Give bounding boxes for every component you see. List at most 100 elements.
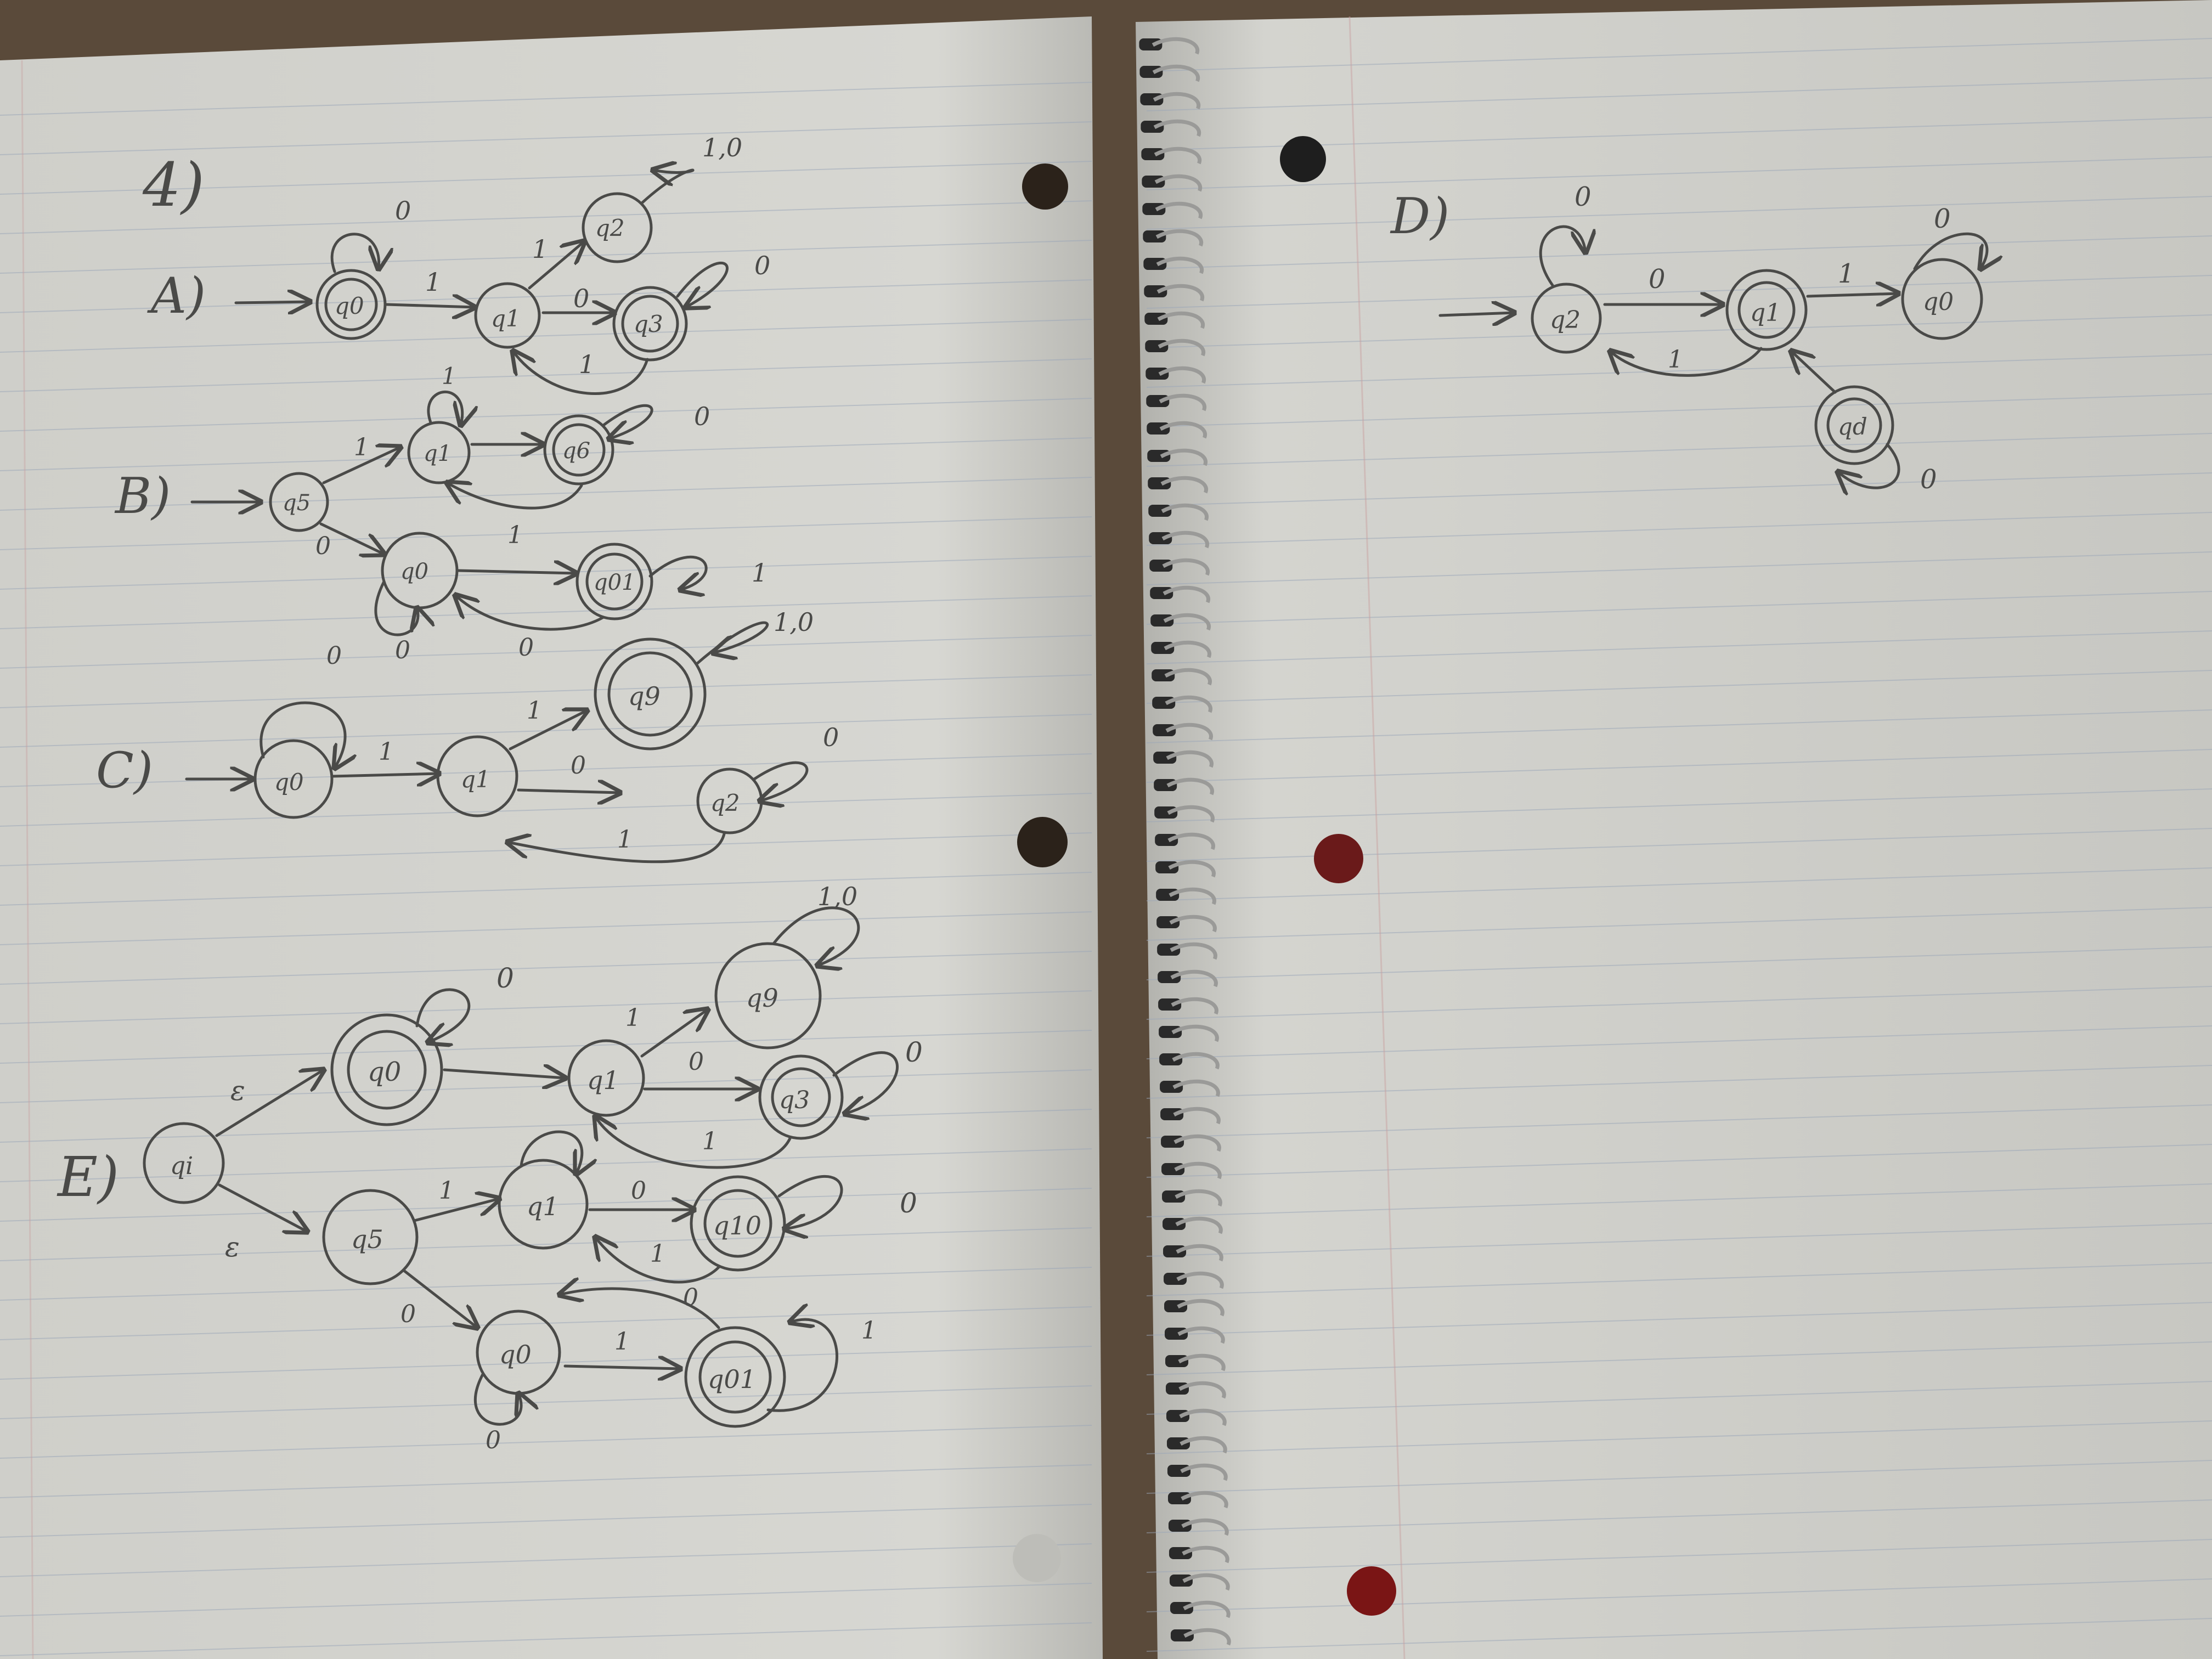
edge-q01-q0 [455,595,605,631]
label-q2-loop: 1,0 [702,133,742,162]
rule-line [1146,472,2212,506]
rule-line [1146,314,2212,348]
rule-line [1146,1539,2212,1573]
rule-line [0,1346,1092,1380]
diagram-e: E) qi ε ε q0 0 q1 1 q9 1,0 0 q3 [57,882,923,1454]
rule-line [0,872,1092,906]
right-page-rule-lines [1146,38,2212,1652]
spiral-coil [1165,723,1213,741]
spiral-coil [1159,421,1207,439]
label-q0-q01: 1 [614,1328,630,1356]
rule-line [1146,1223,2212,1257]
edge-q3-q1 [513,351,649,395]
diagram-b: B) q5 1 q1 q6 0 1 0 q0 0 1 [114,363,768,664]
spiral-coil [1182,1545,1229,1564]
state-q0-inner [324,278,378,331]
rule-line [1146,1460,2212,1494]
punch-hole [1017,817,1068,867]
state-q0 [315,269,387,340]
label-q1-q3: 0 [689,1048,704,1076]
spiral-coil [1171,1024,1219,1042]
loop-q9 [772,906,860,966]
label-q1-q2: 0 [571,752,586,780]
label-q2-q1: 1 [617,826,633,854]
state-q01-name: q01 [708,1364,756,1394]
loop-q2 [1539,225,1585,287]
rule-line [0,1622,1092,1656]
right-page [1136,0,2212,1659]
diagram-a-label: A) [147,267,206,325]
diagram-a: A) q0 0 1 q1 1 q2 1,0 0 q3 0 1 [147,133,770,395]
edge-qd-q1 [1791,351,1837,394]
spiral-coil [1172,1052,1220,1070]
spiral-coil [1179,1408,1227,1426]
label-q1-top: 1 [442,363,456,390]
rule-line [1146,1262,2212,1296]
label-q01-q0: 0 [683,1284,698,1312]
rule-line [1146,156,2212,190]
label-q01-loop: 1 [861,1317,877,1345]
label-q0-q1: 1 [425,267,441,297]
spiral-coil [1160,448,1208,466]
label-q2-q1: 0 [1649,264,1666,295]
rule-line [1146,1025,2212,1059]
edge-q10-q1 [595,1237,720,1284]
edge-q0-q1-top [443,1070,565,1078]
state-q0-name: q0 [1923,288,1954,316]
loop-q9 [695,621,769,665]
spiral-coil [1176,1271,1224,1289]
edge-q0-q01 [456,571,576,573]
rule-line [1146,986,2212,1020]
rule-line [0,990,1092,1024]
label-q1-q3: 0 [573,284,589,313]
label-qi-q0: ε [230,1075,245,1107]
rule-line [1146,1302,2212,1336]
rule-line [0,398,1092,432]
state-q1-mid-name: q1 [527,1192,559,1221]
state-q0 [253,739,334,819]
rule-line [1146,393,2212,427]
rule-line [1146,749,2212,783]
spiral-coil [1171,997,1218,1015]
state-q01 [684,1326,786,1428]
rule-line [1146,1065,2212,1099]
rule-line [1146,1618,2212,1652]
state-q1-name: q1 [1750,299,1781,327]
spiral-coil [1161,531,1209,549]
start-arrow [1438,313,1514,315]
state-q0-name: q0 [400,559,428,584]
rule-line [0,200,1092,234]
edge-q6-q1 [447,483,583,510]
diagram-d-label: D) [1390,188,1449,245]
spiral-coil [1155,229,1204,247]
state-q1 [1725,269,1808,351]
state-q1-name: q1 [424,441,452,466]
spiral-coil [1177,1299,1224,1317]
state-q10-inner [703,1189,772,1258]
diagram-e-label: E) [57,1145,119,1209]
spiral-coil [1183,1600,1231,1618]
rule-line [1146,117,2212,151]
rule-line [0,1385,1092,1419]
edge-q2-q1 [507,834,726,864]
rule-line [1146,38,2212,72]
spiral-coil [1178,1381,1226,1399]
spiral-coil [1166,777,1214,795]
rule-line [0,1464,1092,1498]
state-q1-name: q1 [461,766,490,793]
state-q0-top-name: q0 [368,1057,401,1087]
loop-q1-mid [520,1130,582,1174]
label-q0-bot-loop: 0 [486,1426,501,1454]
label-q3-q1: 1 [702,1127,718,1155]
edge-qi-q0 [215,1070,324,1137]
problem-4: 4) A) q0 0 1 q1 1 q2 1,0 0 q3 0 [57,133,923,1454]
spiral-coil [1182,1573,1230,1591]
rule-line [0,477,1092,511]
rule-line [1146,1183,2212,1217]
rule-line [1146,77,2212,111]
rule-line [1146,196,2212,230]
edge-q1-q9 [640,1009,708,1058]
spiral-coil [1176,1244,1223,1262]
label-q10-loop: 0 [900,1187,917,1219]
state-q1 [407,421,471,484]
